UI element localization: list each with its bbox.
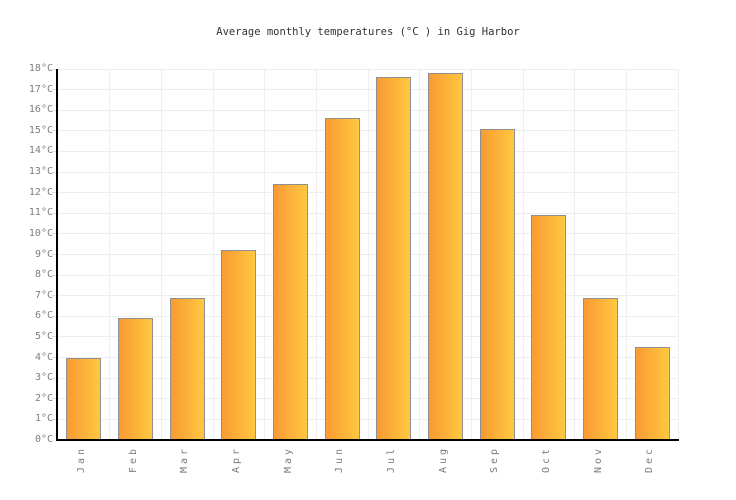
- y-axis-label: 8°C: [34, 269, 53, 281]
- chart-bar-dec: [634, 347, 670, 440]
- y-axis-label: 2°C: [34, 392, 53, 404]
- x-axis-label-oct: Oct: [540, 446, 552, 474]
- chart-bar-sep: [479, 128, 515, 440]
- vgridline: [522, 69, 524, 440]
- vgridline: [677, 69, 679, 440]
- y-tick: [52, 418, 57, 420]
- x-axis-label-nov: Nov: [592, 446, 604, 474]
- chart-bar-jul: [376, 77, 412, 440]
- chart-bar-nov: [583, 297, 618, 440]
- chart-bar-jan: [66, 357, 102, 440]
- y-axis-label: 15°C: [28, 124, 53, 136]
- y-tick: [52, 212, 57, 214]
- y-axis-label: 12°C: [28, 186, 53, 198]
- y-tick: [52, 233, 57, 235]
- plot-area: [52, 68, 679, 440]
- y-tick: [52, 109, 57, 111]
- vgridline: [160, 69, 162, 440]
- y-tick: [52, 274, 57, 276]
- chart-bar-jun: [324, 118, 360, 440]
- vgridline: [315, 69, 317, 440]
- x-axis-label-jul: Jul: [385, 446, 397, 474]
- y-tick: [52, 171, 57, 173]
- y-axis-line: [56, 69, 58, 440]
- vgridline: [367, 69, 369, 440]
- y-axis-label: 18°C: [28, 63, 53, 74]
- chart-bar-aug: [428, 73, 463, 440]
- y-axis-label: 7°C: [34, 289, 53, 301]
- y-axis-label: 9°C: [34, 248, 53, 260]
- y-tick: [52, 130, 57, 132]
- vgridline: [212, 69, 214, 440]
- y-axis-label: 11°C: [28, 207, 53, 219]
- y-tick: [52, 357, 57, 359]
- y-axis-label: 3°C: [34, 372, 53, 384]
- y-tick: [52, 68, 57, 70]
- x-axis-label-jan: Jan: [75, 446, 87, 474]
- y-tick: [52, 192, 57, 194]
- chart-bar-oct: [531, 215, 567, 440]
- vgridline: [419, 69, 421, 440]
- x-axis-label-jun: Jun: [334, 446, 346, 474]
- x-axis-label-apr: Apr: [230, 446, 242, 474]
- x-axis-line: [56, 439, 679, 441]
- x-axis-label-aug: Aug: [437, 446, 449, 474]
- x-axis-label-dec: Dec: [644, 446, 656, 474]
- y-tick: [52, 398, 57, 400]
- x-axis-label-feb: Feb: [127, 446, 139, 474]
- y-tick: [52, 295, 57, 297]
- y-tick: [52, 315, 57, 317]
- vgridline: [625, 69, 627, 440]
- y-axis-label: 13°C: [28, 166, 53, 178]
- x-axis-label-mar: Mar: [179, 446, 191, 474]
- y-axis-label: 10°C: [28, 227, 53, 239]
- y-tick: [52, 254, 57, 255]
- chart-bar-feb: [118, 318, 153, 440]
- y-axis-label: 5°C: [34, 330, 53, 342]
- vgridline: [574, 69, 576, 440]
- y-tick: [52, 377, 57, 379]
- chart-title: Average monthly temperatures (°C ) in Gi…: [216, 26, 520, 38]
- vgridline: [109, 69, 111, 440]
- y-axis-label: 1°C: [34, 413, 53, 425]
- chart-bar-mar: [169, 297, 205, 440]
- y-axis-label: 0°C: [34, 434, 53, 445]
- y-tick: [52, 150, 57, 152]
- y-tick: [52, 89, 57, 91]
- vgridline: [470, 69, 472, 440]
- x-axis-label-sep: Sep: [489, 446, 501, 474]
- y-tick: [52, 336, 57, 338]
- y-axis-label: 14°C: [28, 145, 53, 157]
- y-axis-label: 4°C: [34, 351, 53, 363]
- y-axis-label: 17°C: [28, 83, 53, 95]
- chart-bar-may: [273, 184, 308, 440]
- x-axis-label-may: May: [282, 446, 294, 474]
- y-axis-label: 6°C: [34, 310, 53, 322]
- vgridline: [264, 69, 266, 440]
- y-axis-label: 16°C: [28, 104, 53, 116]
- chart-bar-apr: [221, 250, 257, 440]
